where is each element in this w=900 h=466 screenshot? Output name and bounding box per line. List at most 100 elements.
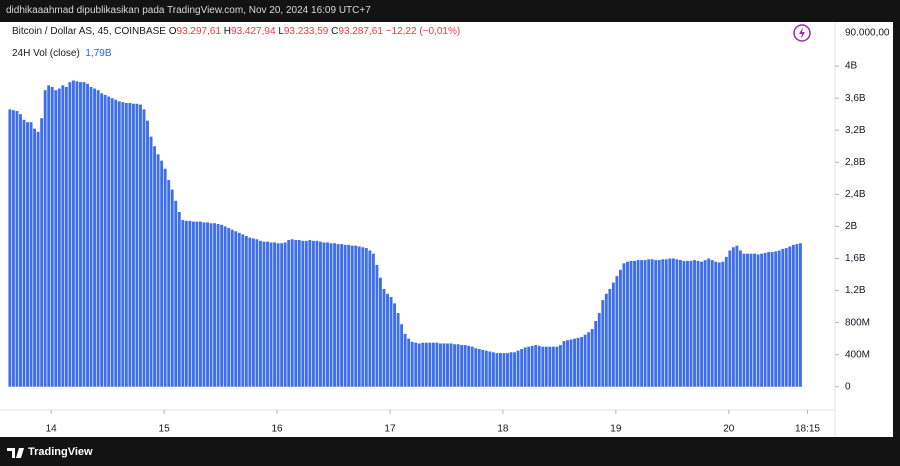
bar: [424, 342, 428, 387]
bar: [551, 346, 555, 387]
y-tick-label: 1,6B: [845, 253, 866, 264]
bar: [19, 114, 22, 387]
bar: [566, 340, 569, 387]
bar: [707, 258, 711, 387]
bar: [237, 232, 241, 387]
bar: [139, 104, 142, 387]
y-tick-label: 3,6B: [845, 93, 866, 104]
bar: [774, 251, 778, 387]
bar: [311, 240, 315, 387]
bar: [110, 98, 114, 387]
bar: [453, 344, 457, 387]
bar: [36, 131, 40, 387]
bar: [756, 254, 760, 387]
bar: [103, 94, 107, 387]
bar: [202, 222, 206, 387]
bar: [537, 345, 541, 387]
bar: [520, 349, 524, 387]
bar: [297, 240, 301, 387]
bar: [611, 282, 615, 387]
bar: [597, 313, 601, 387]
bar: [319, 241, 322, 387]
bar: [693, 260, 696, 387]
y-tick-label: 0: [845, 381, 851, 392]
alert-icon[interactable]: [793, 24, 811, 42]
bar: [428, 342, 432, 387]
bar: [544, 346, 548, 387]
indicator-legend: 24H Vol (close) 1,79B: [12, 48, 112, 59]
bar: [357, 246, 361, 387]
bar: [199, 221, 202, 387]
bar: [121, 102, 125, 387]
bar: [255, 239, 259, 387]
bar: [8, 109, 12, 387]
bar: [583, 334, 587, 387]
bar: [142, 109, 146, 387]
bar: [534, 345, 538, 387]
bar: [378, 277, 382, 387]
bar: [347, 244, 351, 387]
bar: [714, 261, 718, 387]
bar: [678, 260, 682, 387]
bar: [555, 346, 559, 387]
bar: [220, 224, 224, 387]
bar: [294, 240, 298, 387]
bar: [283, 242, 287, 387]
y-tick-label: 400M: [845, 349, 870, 360]
bar: [156, 154, 160, 387]
bar: [153, 146, 157, 387]
bar: [502, 353, 506, 387]
change: −12,22 (−0,01%): [385, 26, 461, 37]
bar: [491, 352, 495, 387]
bar: [760, 253, 764, 387]
bar: [498, 353, 502, 387]
bar: [11, 110, 15, 387]
bar: [301, 240, 305, 387]
bar: [40, 118, 44, 387]
bar: [749, 253, 753, 387]
bar: [54, 90, 58, 387]
bar: [784, 248, 788, 387]
bar: [403, 333, 407, 387]
bar: [227, 228, 231, 387]
bar: [47, 85, 51, 387]
bar: [350, 245, 354, 387]
logo: [7, 448, 24, 458]
x-tick-label: 16: [271, 424, 283, 435]
bar: [93, 88, 97, 387]
bar: [15, 110, 19, 387]
bar: [523, 347, 527, 387]
bar: [516, 350, 520, 387]
bar: [590, 329, 594, 387]
bar: [361, 247, 365, 387]
bar: [304, 240, 308, 387]
bar: [259, 240, 262, 387]
bar: [562, 341, 566, 387]
bar: [798, 243, 802, 387]
bar: [671, 258, 675, 387]
bar: [633, 260, 636, 387]
legend: Bitcoin / Dollar AS, 45, COINBASE O93.29…: [12, 26, 460, 37]
bar: [724, 256, 728, 387]
bar: [96, 90, 100, 387]
bar: [664, 259, 668, 387]
price-axis-label: 90.000,00: [845, 28, 890, 39]
bar: [22, 119, 26, 387]
bar: [781, 248, 785, 387]
bar: [636, 260, 640, 387]
indicator-title: 24H Vol (close): [12, 48, 80, 59]
bar: [456, 344, 460, 387]
bar: [682, 260, 686, 387]
bar: [71, 80, 75, 387]
bar: [29, 122, 33, 387]
bar: [728, 250, 732, 387]
bar: [230, 229, 234, 387]
bar: [280, 243, 284, 387]
bar: [393, 303, 397, 387]
bar: [329, 243, 333, 387]
bar: [438, 343, 442, 387]
x-tick-label: 17: [384, 424, 396, 435]
bar: [558, 345, 562, 387]
bar: [61, 85, 65, 387]
bar: [435, 342, 439, 387]
